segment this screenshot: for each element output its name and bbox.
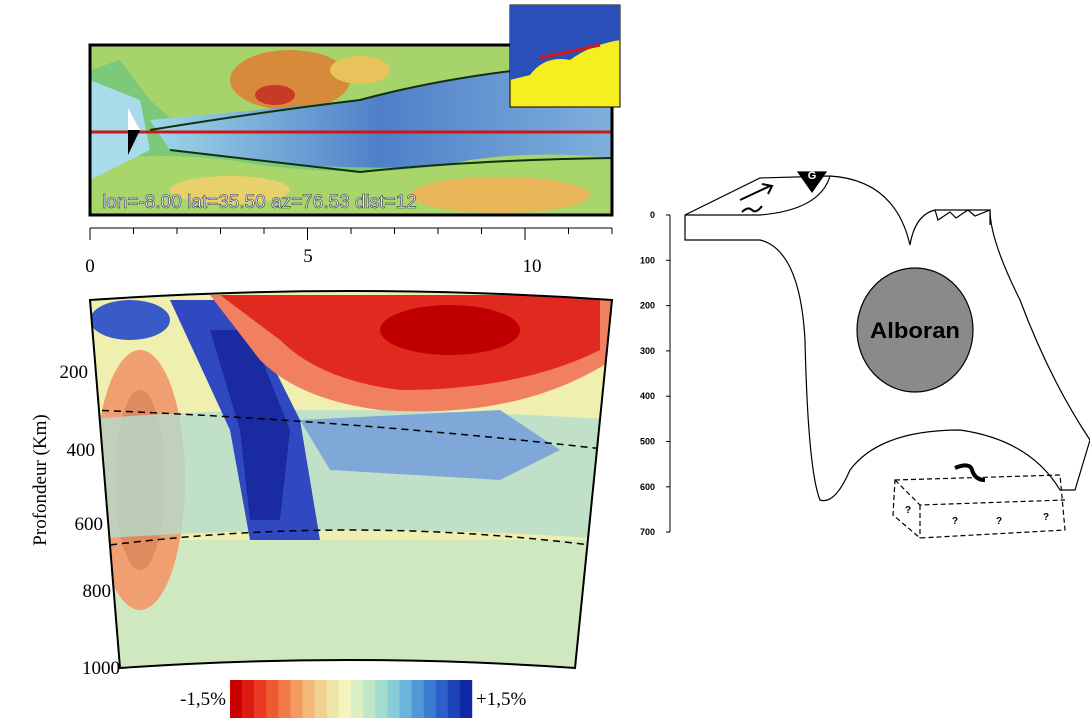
unknown-mark: ?: [952, 516, 958, 527]
colorbar-swatch: [266, 680, 279, 718]
x-tick-label: 10: [523, 256, 542, 277]
colorbar: [230, 680, 473, 718]
y-tick-label: 400: [67, 440, 96, 461]
colorbar-swatch: [435, 680, 448, 718]
y-tick-label: 1000: [82, 658, 120, 679]
slab-schematic: [684, 171, 1090, 539]
station-label: G: [808, 170, 817, 182]
schematic-depth-labels: 0 100 200 300 400 500 600 700: [640, 210, 670, 537]
unknown-mark: ?: [996, 516, 1002, 527]
x-tick-label: 0: [85, 256, 95, 277]
schematic-depth-label: 0: [650, 210, 655, 220]
schematic-depth-label: 400: [640, 391, 655, 401]
map-frame: [88, 43, 614, 217]
colorbar-swatch: [351, 680, 364, 718]
colorbar-swatch: [459, 680, 473, 718]
colorbar-swatch: [314, 680, 327, 718]
section-frame: [88, 290, 614, 670]
colorbar-swatch: [302, 680, 315, 718]
colorbar-swatch: [326, 680, 340, 718]
colorbar-swatch: [363, 680, 376, 718]
colorbar-swatch: [338, 680, 352, 718]
schematic-depth-label: 500: [640, 437, 655, 447]
y-tick-label: 600: [75, 514, 104, 535]
y-tick-label: 800: [83, 581, 112, 602]
y-axis-title: Profondeur (Km): [30, 414, 51, 545]
schematic-depth-label: 300: [640, 346, 655, 356]
x-tick-label: 5: [303, 246, 313, 267]
colorbar-swatch: [290, 680, 303, 718]
region-label: Alboran: [870, 318, 960, 343]
colorbar-swatch: [447, 680, 461, 718]
schematic-depth-label: 700: [640, 527, 655, 537]
y-tick-label: 200: [60, 362, 89, 383]
colorbar-swatch: [242, 680, 255, 718]
colorbar-swatch: [399, 680, 412, 718]
tomography-section: [90, 291, 612, 668]
inset-map: [509, 4, 621, 108]
colorbar-swatch: [387, 680, 400, 718]
colorbar-swatch: [423, 680, 436, 718]
unknown-mark: ?: [905, 505, 911, 516]
schematic-depth-label: 200: [640, 301, 655, 311]
colorbar-swatch: [230, 680, 243, 718]
colorbar-max-label: +1,5%: [476, 689, 526, 710]
x-ticks: [89, 228, 613, 240]
map-label: lon=-8.00 lat=35.50 az=76.53 dist=12: [102, 192, 417, 213]
schematic-depth-label: 600: [640, 482, 655, 492]
colorbar-swatch: [375, 680, 388, 718]
colorbar-swatch: [278, 680, 291, 718]
colorbar-min-label: -1,5%: [180, 689, 226, 710]
colorbar-swatch: [254, 680, 267, 718]
colorbar-swatch: [411, 680, 424, 718]
schematic-depth-label: 100: [640, 255, 655, 265]
unknown-mark: ?: [1043, 512, 1049, 523]
